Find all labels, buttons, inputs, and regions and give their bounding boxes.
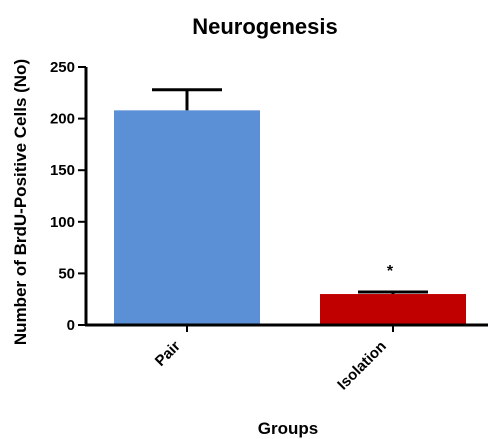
y-tick-label: 50 — [58, 265, 75, 282]
x-axis-label: Groups — [258, 419, 318, 438]
plot-area: Pair * Isolation 0 50 100 150 200 250 — [50, 59, 488, 393]
x-tick-label: Isolation — [334, 338, 390, 394]
chart-title: Neurogenesis — [192, 14, 338, 39]
y-tick-label: 0 — [67, 317, 75, 334]
y-tick-label: 150 — [50, 162, 75, 179]
bar-isolation — [320, 294, 466, 325]
y-tick-label: 250 — [50, 59, 75, 76]
y-tick-label: 100 — [50, 214, 75, 231]
x-tick-label: Pair — [152, 338, 184, 370]
significance-marker: * — [387, 263, 394, 280]
y-axis-label: Number of BrdU-Positive Cells (No) — [11, 59, 30, 345]
bar-pair — [114, 110, 260, 326]
y-tick-label: 200 — [50, 111, 75, 128]
